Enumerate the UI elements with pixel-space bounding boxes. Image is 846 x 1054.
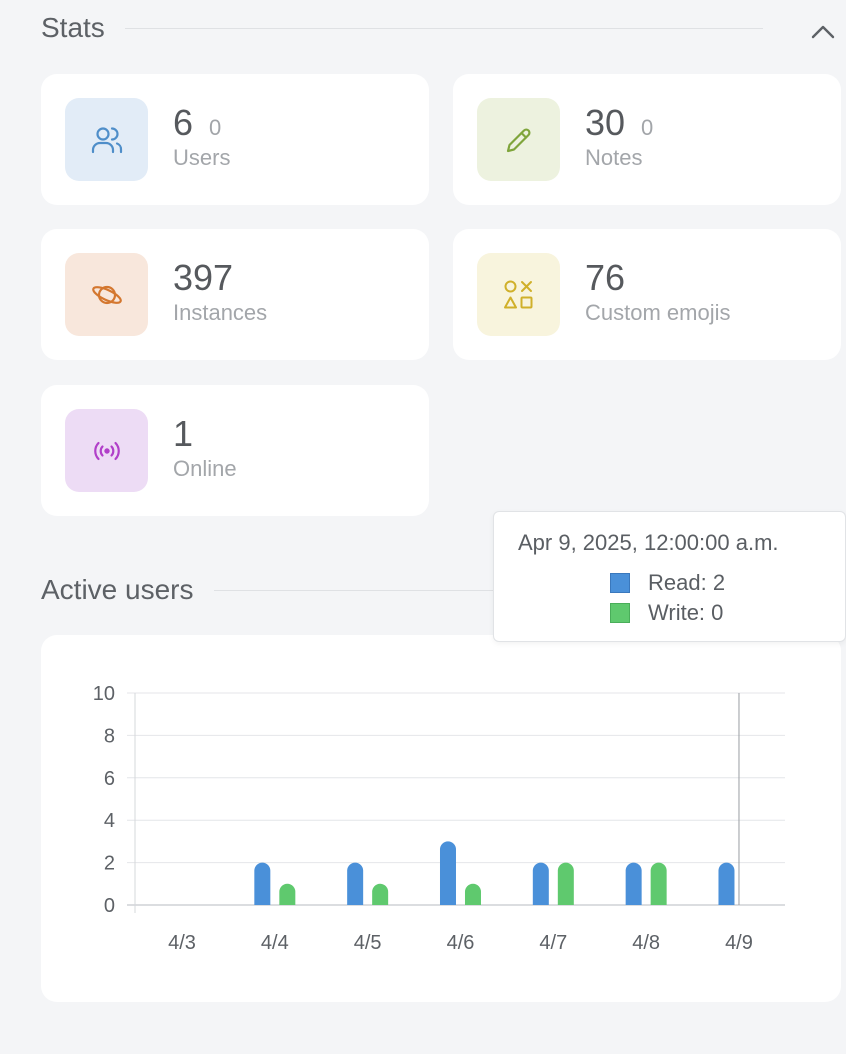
tooltip-read-row: Read: 2 (610, 570, 725, 596)
read-bar (625, 862, 642, 905)
users-icon-box (65, 98, 148, 181)
users-icon (91, 126, 122, 153)
planet-icon (91, 285, 122, 304)
notes-icon-box (477, 98, 560, 181)
y-tick-label: 2 (104, 853, 115, 875)
tooltip-title: Apr 9, 2025, 12:00:00 a.m. (518, 530, 779, 555)
notes-count: 30 (585, 101, 626, 143)
stats-divider (124, 27, 763, 29)
read-bar (439, 841, 456, 905)
chart-tooltip: Apr 9, 2025, 12:00:00 a.m. Read: 2 Write… (493, 511, 846, 642)
x-tick-label: 4/8 (632, 932, 660, 954)
y-tick-label: 0 (104, 895, 115, 917)
users-diff: 0 (209, 114, 222, 140)
tooltip-write-row: Write: 0 (610, 600, 723, 626)
read-bar (347, 862, 364, 905)
stats-header: Stats (41, 12, 763, 44)
active-users-divider (213, 589, 514, 591)
stats-title: Stats (41, 12, 105, 43)
pencil-icon (506, 127, 531, 152)
emojis-label: Custom emojis (585, 299, 731, 325)
online-label: Online (173, 455, 237, 481)
stat-card-instances: 397 Instances (41, 229, 429, 360)
read-bar (254, 862, 271, 905)
x-tick-label: 4/3 (168, 932, 196, 954)
y-tick-label: 10 (93, 683, 115, 705)
x-tick-label: 4/7 (539, 932, 567, 954)
y-tick-label: 8 (104, 725, 115, 747)
read-bar (718, 862, 735, 905)
tooltip-write-label: Write: 0 (648, 600, 724, 625)
y-tick-label: 6 (104, 768, 115, 790)
read-swatch (610, 573, 630, 593)
read-bar (532, 862, 549, 905)
tooltip-read-label: Read: 2 (648, 570, 726, 595)
instances-count: 397 (173, 256, 234, 298)
x-tick-label: 4/4 (261, 932, 289, 954)
write-bar (372, 883, 389, 905)
active-users-header: Active users (41, 574, 514, 606)
notes-diff: 0 (641, 114, 654, 140)
active-users-chart[interactable]: 0 2 4 6 8 10 4/3 4/4 4/5 4/6 4/7 4/8 4/9 (41, 635, 841, 1002)
x-tick-label: 4/5 (354, 932, 382, 954)
online-count: 1 (173, 412, 194, 454)
x-tick-label: 4/9 (725, 932, 753, 954)
stat-card-online: 1 Online (41, 385, 429, 516)
collapse-stats-button[interactable] (806, 14, 840, 48)
emojis-count: 76 (585, 256, 626, 298)
notes-label: Notes (585, 144, 643, 170)
x-tick-label: 4/6 (447, 932, 475, 954)
write-swatch (610, 603, 630, 623)
active-users-chart-card: 0 2 4 6 8 10 4/3 4/4 4/5 4/6 4/7 4/8 4/9 (41, 635, 841, 1002)
write-bar (557, 862, 574, 905)
shapes-icon (503, 280, 532, 308)
stat-card-custom-emojis: 76 Custom emojis (453, 229, 841, 360)
y-tick-label: 4 (104, 810, 115, 832)
users-count: 6 (173, 101, 194, 143)
instances-icon-box (65, 253, 148, 336)
broadcast-icon (93, 441, 120, 460)
active-users-title: Active users (41, 574, 194, 605)
emojis-icon-box (477, 253, 560, 336)
write-bar (464, 883, 481, 905)
stat-card-users: 6 0 Users (41, 74, 429, 205)
chevron-up-icon (811, 25, 835, 39)
users-label: Users (173, 144, 231, 170)
instances-label: Instances (173, 299, 268, 325)
write-bar (279, 883, 296, 905)
online-icon-box (65, 409, 148, 492)
write-bar (650, 862, 667, 905)
stat-card-notes: 30 0 Notes (453, 74, 841, 205)
